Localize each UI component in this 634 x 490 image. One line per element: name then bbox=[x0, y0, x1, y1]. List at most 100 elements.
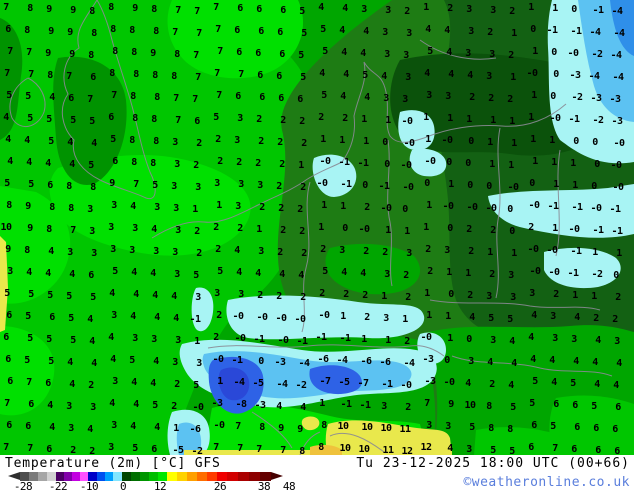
coastline-italy bbox=[251, 411, 385, 455]
scale-segment bbox=[149, 472, 158, 481]
temp-value: -0 bbox=[466, 202, 478, 213]
temp-value: 3 bbox=[214, 178, 220, 189]
temp-value: 4 bbox=[551, 377, 557, 388]
temp-value: 2 bbox=[507, 94, 513, 105]
temp-value: 4 bbox=[67, 357, 73, 368]
temp-value: 2 bbox=[319, 288, 325, 299]
scale-segment bbox=[97, 472, 105, 481]
temp-value: -6 bbox=[189, 424, 201, 435]
temp-value: 4 bbox=[360, 268, 366, 279]
temp-value: 0 bbox=[571, 4, 577, 15]
temp-value: 3 bbox=[108, 442, 114, 453]
temp-value: 3 bbox=[66, 401, 72, 412]
temp-value: 1 bbox=[510, 72, 516, 83]
temp-value: 3 bbox=[339, 245, 345, 256]
scale-segment bbox=[113, 472, 122, 481]
temp-value: 0 bbox=[447, 223, 453, 234]
region-ne-corner-blue bbox=[610, 0, 634, 56]
temp-value: 8 bbox=[153, 26, 159, 37]
temp-value: -0 bbox=[442, 201, 454, 212]
temp-value: 4 bbox=[45, 268, 51, 279]
temp-value: 2 bbox=[257, 290, 263, 301]
temp-value: 6 bbox=[45, 378, 51, 389]
map-canvas[interactable]: 7 8 9 9 8 8 9 8 7 7 7 6 6 6 5 4 4 3 3 2 1 2 3 3 2 1 1 0 -1 -4 6 8 9 9 8 8 8 8… bbox=[0, 0, 634, 457]
region-se-warm bbox=[549, 395, 634, 455]
temp-value: 6 bbox=[234, 25, 240, 36]
temp-value: 1 bbox=[532, 46, 538, 57]
temp-value: -3 bbox=[609, 94, 621, 105]
temp-value: 3 bbox=[214, 288, 220, 299]
temp-value: -0 bbox=[234, 333, 246, 344]
scale-tick-label: 48 bbox=[282, 480, 296, 490]
temp-value: 0 bbox=[509, 226, 515, 237]
scale-tick-label: 38 bbox=[257, 480, 271, 490]
temp-value: -1 bbox=[378, 181, 390, 192]
temp-value: -0 bbox=[232, 311, 244, 322]
temp-value: 1 bbox=[572, 290, 578, 301]
temp-value: 3 bbox=[466, 444, 472, 455]
temp-value: 5 bbox=[66, 291, 72, 302]
temp-value: 1 bbox=[404, 226, 410, 237]
temp-value: 3 bbox=[111, 200, 117, 211]
temp-value: 2 bbox=[193, 160, 199, 171]
temp-value: 3 bbox=[510, 292, 516, 303]
temp-value: 5 bbox=[68, 313, 74, 324]
temp-value: 8 bbox=[130, 91, 136, 102]
temp-value: -2 bbox=[571, 92, 583, 103]
temp-value: 4 bbox=[108, 332, 114, 343]
temp-value: 0 bbox=[530, 24, 536, 35]
temp-value: 1 bbox=[509, 116, 515, 127]
temp-value: 2 bbox=[276, 181, 282, 192]
region-small-yellow-dot bbox=[301, 416, 320, 431]
temp-value: 5 bbox=[217, 266, 223, 277]
region-england-cooler bbox=[53, 56, 127, 185]
temp-value: 5 bbox=[27, 333, 33, 344]
temp-value: 4 bbox=[109, 398, 115, 409]
temp-value: 5 bbox=[321, 90, 327, 101]
scale-segment bbox=[47, 472, 56, 481]
region-austria-mild bbox=[325, 243, 421, 295]
temp-value: -0 bbox=[549, 113, 561, 124]
temp-value: 1 bbox=[530, 134, 536, 145]
temp-value: 4 bbox=[24, 135, 30, 146]
temp-value: 8 bbox=[129, 135, 135, 146]
temp-value: 4 bbox=[465, 378, 471, 389]
temp-value: 1 bbox=[531, 90, 537, 101]
temp-value: -0 bbox=[213, 420, 225, 431]
temp-value: -0 bbox=[546, 245, 558, 256]
temp-value: 8 bbox=[47, 70, 53, 81]
temp-value: 1 bbox=[487, 247, 493, 258]
temp-value: 6 bbox=[595, 445, 601, 456]
temp-value: 2 bbox=[488, 93, 494, 104]
temp-value: 2 bbox=[216, 310, 222, 321]
temp-value: 8 bbox=[112, 46, 118, 57]
temp-value: 2 bbox=[276, 291, 282, 302]
temp-value: 1 bbox=[446, 267, 452, 278]
temp-value: 3 bbox=[361, 4, 367, 15]
temp-value: 4 bbox=[509, 336, 515, 347]
country-borders bbox=[9, 0, 613, 455]
temp-value: 1 bbox=[385, 225, 391, 236]
temp-value: 0 bbox=[550, 91, 556, 102]
temp-value: 1 bbox=[381, 291, 387, 302]
temp-value: -4 bbox=[613, 28, 625, 39]
temp-value: 3 bbox=[7, 266, 13, 277]
temp-value: 2 bbox=[467, 290, 473, 301]
temp-value: 7 bbox=[173, 93, 179, 104]
temp-value: 2 bbox=[612, 314, 618, 325]
temp-value: 2 bbox=[364, 202, 370, 213]
temp-value: 6 bbox=[259, 92, 265, 103]
coastline-gb bbox=[61, 0, 156, 200]
scale-segment bbox=[238, 472, 249, 481]
temp-value: 1 bbox=[570, 158, 576, 169]
temp-value: 2 bbox=[427, 266, 433, 277]
temp-value: 2 bbox=[88, 380, 94, 391]
temp-value: 3 bbox=[385, 5, 391, 16]
temp-value: 5 bbox=[4, 288, 10, 299]
temp-value: 3 bbox=[172, 357, 178, 368]
temp-value: -5 bbox=[252, 378, 264, 389]
temp-value: 8 bbox=[171, 71, 177, 82]
copyright-link[interactable]: ©weatheronline.co.uk bbox=[463, 475, 630, 490]
temp-value: 4 bbox=[45, 158, 51, 169]
temp-value: 7 bbox=[196, 28, 202, 39]
